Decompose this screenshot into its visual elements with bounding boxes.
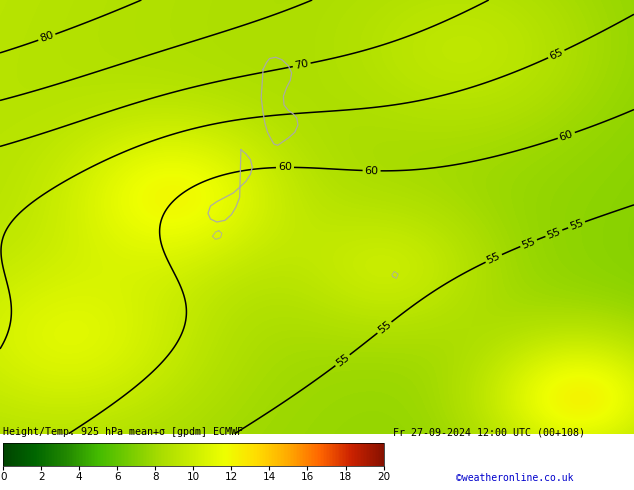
Text: ©weatheronline.co.uk: ©weatheronline.co.uk <box>456 473 574 483</box>
Text: 80: 80 <box>39 30 55 44</box>
Text: 55: 55 <box>376 319 393 336</box>
Text: 55: 55 <box>334 352 351 368</box>
Text: 65: 65 <box>548 47 565 62</box>
Text: Height/Temp. 925 hPa mean+σ [gpdm] ECMWF: Height/Temp. 925 hPa mean+σ [gpdm] ECMWF <box>3 427 243 437</box>
Text: 55: 55 <box>545 226 562 241</box>
Text: Fr 27-09-2024 12:00 UTC (00+108): Fr 27-09-2024 12:00 UTC (00+108) <box>393 427 585 437</box>
Text: 55: 55 <box>568 218 585 232</box>
Text: 55: 55 <box>521 236 537 250</box>
Text: 55: 55 <box>485 251 502 266</box>
Text: 60: 60 <box>558 128 574 143</box>
Text: 70: 70 <box>294 59 309 71</box>
Text: 60: 60 <box>278 162 292 172</box>
Text: 60: 60 <box>365 166 378 176</box>
